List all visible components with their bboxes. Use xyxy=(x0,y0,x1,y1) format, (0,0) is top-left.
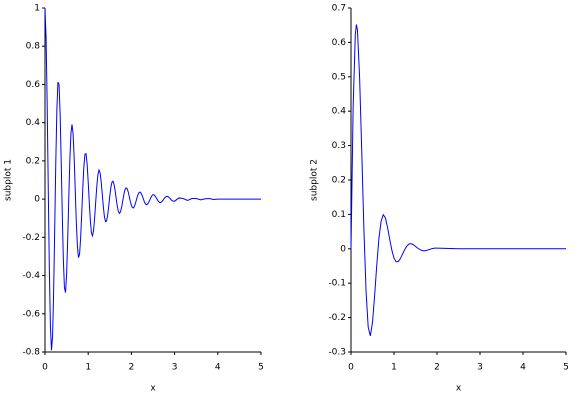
y-tick-label: 1 xyxy=(34,4,40,14)
y-tick-label: 0.8 xyxy=(26,42,41,52)
y-axis-label: subplot 2 xyxy=(310,159,320,201)
x-axis-label: x xyxy=(456,384,462,394)
x-tick-label: 5 xyxy=(563,363,569,373)
y-tick-label: -0.2 xyxy=(22,233,40,243)
data-line xyxy=(350,24,566,336)
y-tick-label: 0.5 xyxy=(332,72,346,82)
y-tick-label: 0.6 xyxy=(332,38,347,48)
x-tick-label: 2 xyxy=(129,363,135,373)
y-tick-label: 0.3 xyxy=(332,141,346,151)
y-tick-label: 0 xyxy=(340,244,346,254)
x-tick-label: 1 xyxy=(391,363,397,373)
y-tick-label: 0.6 xyxy=(26,80,41,90)
y-tick-label: -0.2 xyxy=(328,313,346,323)
data-line xyxy=(44,7,261,351)
y-tick-label: -0.4 xyxy=(22,271,40,281)
x-tick-label: 1 xyxy=(85,363,91,373)
x-tick-label: 3 xyxy=(172,363,178,373)
y-tick-label: 0.4 xyxy=(332,107,347,117)
y-tick-label: -0.8 xyxy=(22,348,40,358)
y-tick-label: 0 xyxy=(34,195,40,205)
x-tick-label: 5 xyxy=(258,363,264,373)
y-tick-label: 0.1 xyxy=(332,210,346,220)
x-tick-label: 4 xyxy=(215,363,221,373)
y-tick-label: 0.7 xyxy=(332,4,346,14)
x-tick-label: 4 xyxy=(520,363,526,373)
x-tick-label: 0 xyxy=(42,363,48,373)
y-tick-label: 0.2 xyxy=(26,156,40,166)
y-tick-label: -0.6 xyxy=(22,309,40,319)
x-tick-label: 2 xyxy=(434,363,440,373)
y-tick-label: -0.1 xyxy=(328,279,346,289)
x-tick-label: 0 xyxy=(348,363,354,373)
x-axis-label: x xyxy=(150,384,156,394)
x-tick-label: 3 xyxy=(477,363,483,373)
y-tick-label: 0.2 xyxy=(332,176,346,186)
y-axis-label: subplot 1 xyxy=(4,159,14,201)
y-tick-label: -0.3 xyxy=(328,348,346,358)
y-tick-label: 0.4 xyxy=(26,118,41,128)
